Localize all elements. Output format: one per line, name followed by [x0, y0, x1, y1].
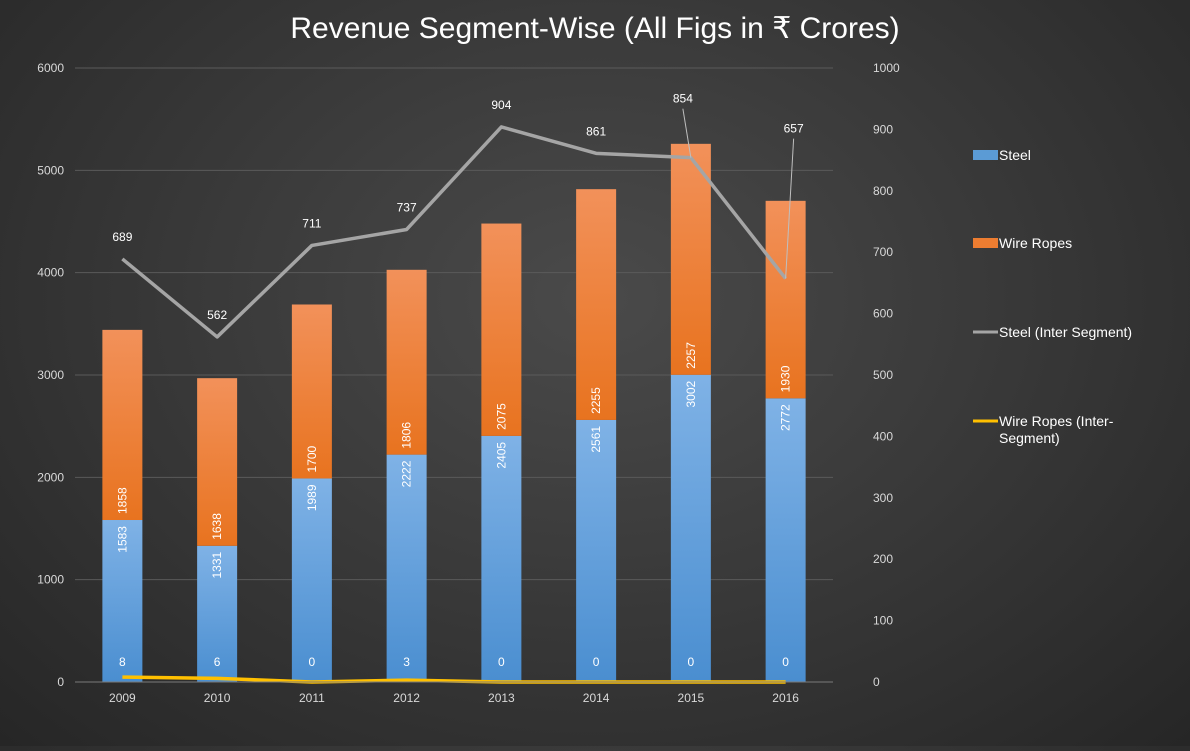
y-right-tick-label: 500 — [873, 368, 893, 382]
data-label-wire-ropes: 1930 — [779, 365, 793, 392]
data-label-steel-inter-segment: 711 — [302, 216, 321, 230]
x-tick-label: 2014 — [583, 691, 610, 705]
bar-wire-ropes — [670, 143, 711, 375]
gridlines — [75, 67, 833, 683]
data-label-wire-ropes: 1806 — [400, 422, 414, 449]
y-left-tick-label: 2000 — [37, 470, 64, 484]
x-tick-label: 2015 — [678, 691, 705, 705]
data-label-wire-ropes: 2075 — [494, 403, 508, 430]
data-label-steel-inter-segment: 737 — [397, 200, 417, 214]
data-label-wire-ropes-inter-segment: 8 — [119, 655, 126, 669]
y-right-tick-label: 400 — [873, 429, 893, 443]
data-label-steel-inter-segment: 562 — [207, 308, 227, 322]
data-label-steel: 2405 — [494, 442, 508, 469]
y-left-tick-label: 5000 — [37, 163, 64, 177]
data-label-steel-inter-segment: 689 — [112, 230, 132, 244]
bar-steel — [102, 520, 143, 682]
line-steel-inter-segment — [121, 125, 788, 339]
bar-wire-ropes — [576, 189, 617, 420]
data-label-wire-ropes: 1858 — [115, 487, 129, 514]
data-label-wire-ropes-inter-segment: 0 — [498, 655, 505, 669]
y-right-tick-label: 0 — [873, 675, 880, 689]
data-label-wire-ropes-inter-segment: 0 — [782, 655, 789, 669]
y-right-tick-label: 900 — [873, 122, 893, 136]
legend-label: Steel (Inter Segment) — [999, 324, 1132, 340]
data-label-steel-inter-segment: 854 — [673, 92, 693, 106]
data-label-wire-ropes-inter-segment: 0 — [593, 655, 600, 669]
bar-wire-ropes — [291, 304, 332, 479]
data-labels: 1583 1858 1331 1638 1989 1700 2222 1806 2405 2075… — [112, 92, 804, 669]
data-label-steel: 1989 — [305, 484, 319, 511]
bar-steel — [670, 374, 711, 682]
data-label-steel: 2561 — [589, 426, 603, 453]
y-left-tick-label: 4000 — [37, 266, 64, 280]
y-right-tick-label: 300 — [873, 491, 893, 505]
bar-wire-ropes — [765, 200, 806, 399]
x-tick-label: 2011 — [299, 691, 325, 705]
data-label-wire-ropes-inter-segment: 0 — [309, 655, 316, 669]
bar-steel — [197, 545, 238, 682]
bar-steel — [765, 398, 806, 682]
y-left-tick-label: 1000 — [37, 573, 64, 587]
legend: Steel Wire Ropes Steel (Inter Segment) Wire… — [973, 147, 1132, 446]
bar-steel — [576, 419, 617, 682]
data-label-steel-inter-segment: 861 — [586, 124, 606, 138]
data-label-steel: 2222 — [400, 460, 414, 487]
data-label-wire-ropes-inter-segment: 0 — [688, 655, 695, 669]
bar-wire-ropes — [102, 329, 143, 521]
leader-line — [682, 108, 692, 158]
x-tick-label: 2009 — [109, 691, 136, 705]
x-tick-label: 2016 — [772, 691, 799, 705]
data-label-wire-ropes: 1700 — [305, 445, 319, 472]
data-label-wire-ropes: 1638 — [210, 513, 224, 540]
y-left-tick-label: 6000 — [37, 61, 64, 75]
bar-steel — [291, 478, 332, 682]
data-label-wire-ropes-inter-segment: 6 — [214, 655, 221, 669]
data-label-steel: 1583 — [115, 526, 129, 553]
bar-wire-ropes — [197, 378, 238, 546]
data-label-steel: 2772 — [779, 404, 793, 431]
leader-line — [785, 138, 795, 279]
bars — [102, 143, 806, 682]
legend-label: Wire Ropes — [999, 235, 1072, 251]
data-label-wire-ropes-inter-segment: 3 — [403, 655, 410, 669]
data-label-steel: 1331 — [210, 551, 224, 578]
y-right-tick-label: 700 — [873, 245, 893, 259]
data-label-steel-inter-segment: 904 — [491, 98, 511, 112]
data-label-wire-ropes: 2257 — [684, 342, 698, 369]
bar-wire-ropes — [386, 269, 427, 455]
legend-label: Wire Ropes (Inter-Segment) — [999, 413, 1114, 446]
y-left-tick-label: 3000 — [37, 368, 64, 382]
x-tick-label: 2013 — [488, 691, 515, 705]
y-right-tick-label: 600 — [873, 307, 893, 321]
y-right-tick-label: 1000 — [873, 61, 900, 75]
data-label-steel: 3002 — [684, 380, 698, 407]
axes: 0100020003000400050006000010020030040050… — [37, 61, 900, 705]
x-tick-label: 2012 — [393, 691, 420, 705]
legend-swatch — [973, 150, 998, 160]
legend-label: Steel — [999, 147, 1031, 163]
data-label-wire-ropes: 2255 — [589, 387, 603, 414]
y-left-tick-label: 0 — [57, 675, 64, 689]
legend-swatch — [973, 238, 998, 248]
data-label-steel-inter-segment: 657 — [784, 122, 804, 136]
y-right-tick-label: 200 — [873, 552, 893, 566]
bar-steel — [386, 454, 427, 682]
y-right-tick-label: 100 — [873, 614, 893, 628]
bar-steel — [481, 435, 522, 682]
y-right-tick-label: 800 — [873, 184, 893, 198]
bar-wire-ropes — [481, 223, 522, 436]
x-tick-label: 2010 — [204, 691, 231, 705]
chart-title: Revenue Segment-Wise (All Figs in ₹ Cror… — [290, 12, 899, 45]
